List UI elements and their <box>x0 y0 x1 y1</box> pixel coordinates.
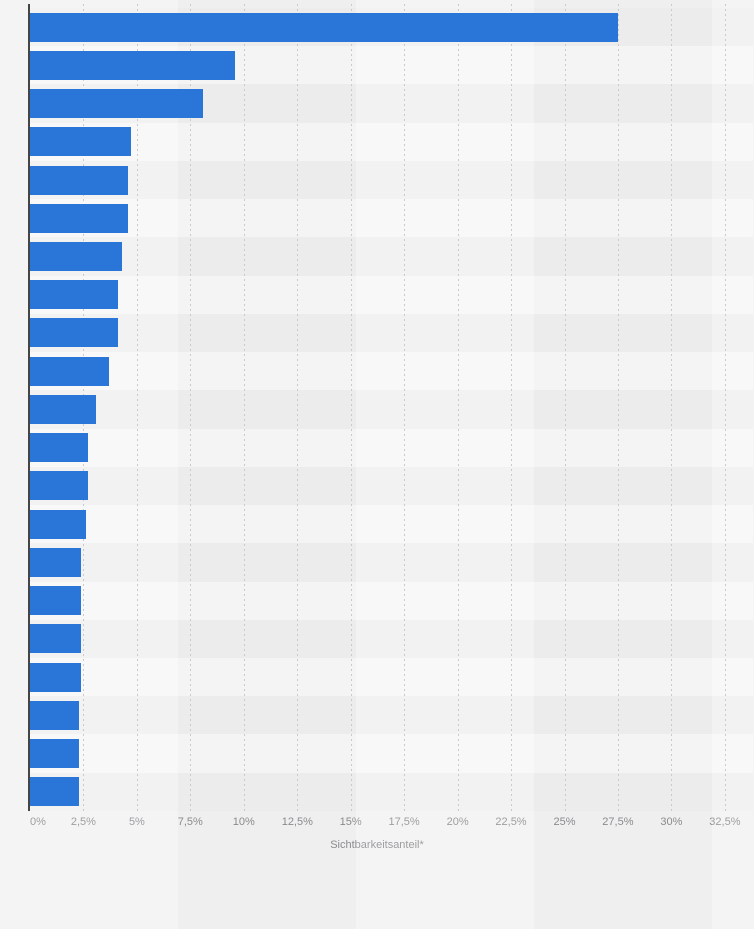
bar-row <box>30 619 753 658</box>
x-tick-label: 30% <box>660 816 683 828</box>
bar[interactable] <box>30 50 236 80</box>
bar-row <box>30 657 753 697</box>
x-tick-label: 15% <box>339 816 362 828</box>
bar[interactable] <box>30 739 80 769</box>
bar-row <box>30 428 753 467</box>
bar-row <box>30 466 753 506</box>
bar[interactable] <box>30 127 131 157</box>
bar-row <box>30 543 753 582</box>
bar-row <box>30 122 753 161</box>
x-tick-label: 32,5% <box>709 816 741 828</box>
x-tick-label: 22,5% <box>495 816 527 828</box>
bar[interactable] <box>30 700 80 730</box>
x-tick-label: 17,5% <box>388 816 420 828</box>
bar-row <box>30 505 753 544</box>
x-tick-label: 10% <box>232 816 255 828</box>
bar-row <box>30 237 753 276</box>
bar-row <box>30 772 753 811</box>
bar[interactable] <box>30 318 118 348</box>
x-tick-label: 7,5% <box>177 816 203 828</box>
bar-row <box>30 84 753 123</box>
bar-row <box>30 313 753 353</box>
bar[interactable] <box>30 394 97 424</box>
bar[interactable] <box>30 242 122 272</box>
bar-row <box>30 46 753 85</box>
bar-row <box>30 199 753 238</box>
bar[interactable] <box>30 777 80 807</box>
x-tick-label: 20% <box>446 816 469 828</box>
bar[interactable] <box>30 586 82 616</box>
bar-row <box>30 275 753 314</box>
bar[interactable] <box>30 509 86 539</box>
bar[interactable] <box>30 280 118 310</box>
bar-row <box>30 8 753 47</box>
y-axis-line <box>28 4 30 811</box>
x-tick-label: 27,5% <box>602 816 634 828</box>
x-tick-label: 12,5% <box>281 816 313 828</box>
bar-row <box>30 696 753 735</box>
bar[interactable] <box>30 547 82 577</box>
bar-row <box>30 160 753 200</box>
bar-row <box>30 390 753 429</box>
x-tick-label: 5% <box>128 816 145 828</box>
x-axis-title: Sichtbarkeitsanteil* <box>330 839 424 851</box>
plot-area <box>28 4 753 811</box>
bar[interactable] <box>30 356 110 386</box>
bar[interactable] <box>30 203 129 233</box>
bar[interactable] <box>30 165 129 195</box>
bar[interactable] <box>30 624 82 654</box>
bar[interactable] <box>30 89 204 119</box>
x-tick-label: 25% <box>553 816 576 828</box>
bar[interactable] <box>30 433 88 463</box>
bar-rows-layer <box>30 8 753 811</box>
bar-row <box>30 581 753 620</box>
x-tick-label: 0% <box>30 816 46 828</box>
bar[interactable] <box>30 471 88 501</box>
bar[interactable] <box>30 12 618 42</box>
x-axis: 0% 2,5% 5% 7,5% 10% 12,5% 15% 17,5% 20% 22,5% 25% 2… <box>30 815 753 829</box>
bar-row <box>30 352 753 391</box>
bar[interactable] <box>30 662 82 692</box>
x-tick-label: 2,5% <box>70 816 96 828</box>
bar-row <box>30 734 753 773</box>
